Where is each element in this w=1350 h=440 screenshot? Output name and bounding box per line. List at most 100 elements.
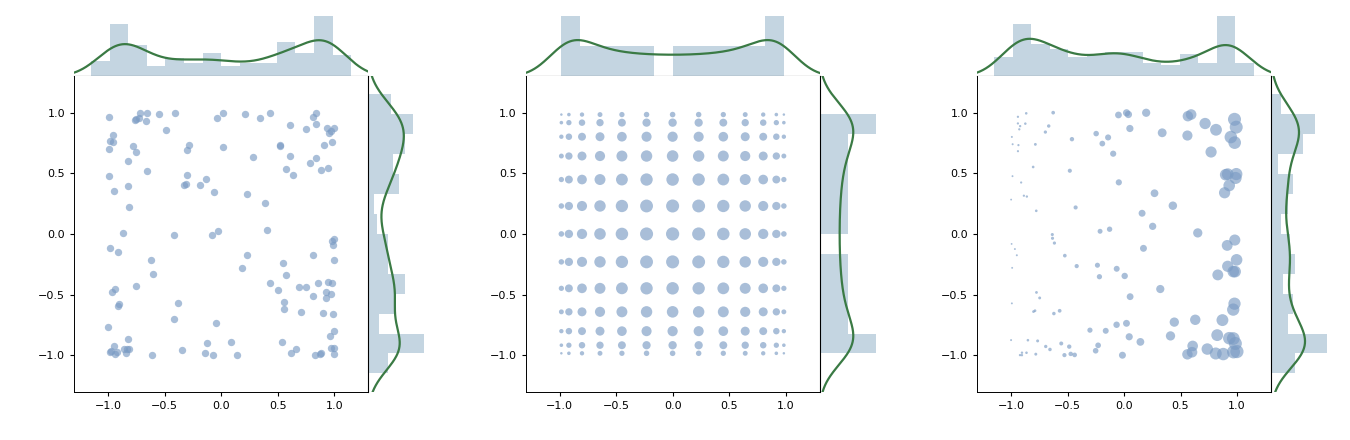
Point	[688, 342, 710, 349]
Point	[752, 153, 774, 160]
Point	[713, 111, 734, 118]
Point	[774, 342, 795, 349]
Point	[734, 111, 756, 118]
Point	[752, 350, 774, 357]
Point	[104, 351, 126, 358]
Point	[1206, 350, 1227, 357]
Point	[1087, 262, 1108, 269]
Point	[305, 351, 327, 358]
Point	[1216, 242, 1238, 249]
Point	[177, 147, 198, 154]
Point	[305, 154, 327, 161]
Point	[713, 119, 734, 126]
Point	[571, 133, 593, 140]
Point	[612, 176, 633, 183]
Point	[107, 348, 128, 356]
Point	[558, 176, 579, 183]
Bar	[710, 46, 728, 76]
Point	[636, 111, 657, 118]
Bar	[1270, 95, 1281, 114]
Point	[713, 133, 734, 140]
Point	[688, 328, 710, 335]
Point	[103, 131, 124, 138]
Point	[296, 126, 317, 133]
Point	[288, 284, 309, 291]
Point	[1226, 348, 1247, 355]
Bar	[109, 24, 128, 76]
Point	[713, 153, 734, 160]
Point	[117, 336, 139, 343]
Point	[316, 288, 338, 295]
Point	[1207, 271, 1228, 279]
Point	[176, 180, 197, 187]
Point	[1177, 113, 1199, 120]
Point	[558, 342, 579, 349]
Bar	[1270, 234, 1291, 254]
Point	[734, 328, 756, 335]
Point	[126, 149, 147, 156]
Point	[662, 176, 683, 183]
Point	[1007, 142, 1029, 149]
Point	[250, 114, 271, 121]
Bar	[369, 95, 390, 114]
Point	[774, 202, 795, 209]
Point	[1061, 136, 1083, 143]
Point	[1224, 139, 1246, 146]
Point	[558, 133, 579, 140]
Point	[1224, 237, 1246, 244]
Point	[1011, 349, 1033, 356]
Point	[765, 133, 787, 140]
Point	[713, 231, 734, 238]
Point	[142, 351, 163, 358]
Point	[1131, 210, 1153, 217]
Point	[130, 110, 151, 117]
Point	[688, 285, 710, 292]
Point	[688, 202, 710, 209]
Bar	[1199, 62, 1216, 76]
Point	[1108, 179, 1130, 186]
Point	[290, 308, 312, 315]
Point	[1087, 342, 1108, 349]
Point	[612, 119, 633, 126]
Point	[551, 328, 572, 335]
Point	[765, 111, 787, 118]
Point	[321, 138, 343, 145]
Point	[734, 202, 756, 209]
Bar	[369, 274, 405, 294]
Point	[765, 328, 787, 335]
Bar	[1050, 49, 1068, 76]
Point	[178, 141, 200, 148]
Point	[636, 202, 657, 209]
Point	[126, 115, 147, 122]
Point	[1053, 352, 1075, 359]
Point	[1152, 129, 1173, 136]
Point	[1088, 273, 1110, 280]
Point	[752, 258, 774, 265]
Point	[589, 258, 610, 265]
Point	[551, 231, 572, 238]
Bar	[819, 174, 848, 194]
Point	[173, 181, 194, 188]
Point	[1026, 289, 1048, 296]
Bar	[1180, 55, 1199, 76]
Point	[662, 328, 683, 335]
Bar	[1270, 314, 1288, 334]
Bar	[819, 274, 848, 294]
Bar	[1012, 24, 1031, 76]
Point	[612, 202, 633, 209]
Point	[97, 324, 119, 331]
Point	[1002, 172, 1023, 180]
Point	[323, 310, 344, 317]
Point	[1195, 120, 1216, 127]
Bar	[1161, 66, 1180, 76]
Bar	[296, 53, 315, 76]
Point	[148, 110, 170, 117]
Point	[165, 109, 186, 116]
Point	[713, 342, 734, 349]
Point	[551, 202, 572, 209]
Point	[115, 349, 136, 356]
Point	[274, 299, 296, 306]
Point	[136, 167, 158, 174]
Bar	[1087, 55, 1106, 76]
Point	[1164, 319, 1185, 326]
